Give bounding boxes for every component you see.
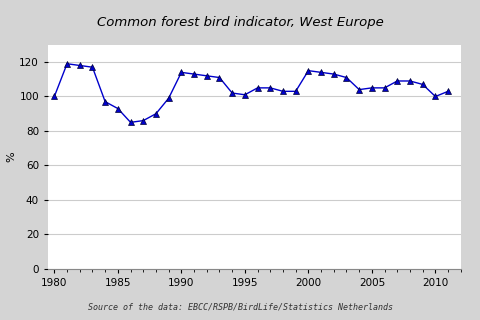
Text: Source of the data: EBCC/RSPB/BirdLife/Statistics Netherlands: Source of the data: EBCC/RSPB/BirdLife/S… bbox=[87, 303, 393, 312]
Y-axis label: %: % bbox=[6, 151, 16, 162]
Text: Common forest bird indicator, West Europe: Common forest bird indicator, West Europ… bbox=[96, 16, 384, 29]
